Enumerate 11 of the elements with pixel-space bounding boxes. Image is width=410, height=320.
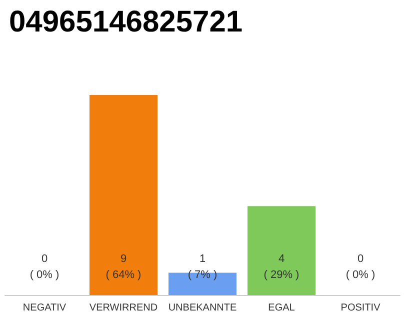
data-label: 4 ( 29% ) <box>264 253 300 281</box>
data-label: 9 ( 64% ) <box>106 253 142 281</box>
x-tick-label: EGAL <box>268 302 296 314</box>
data-label: 1 ( 7% ) <box>188 253 218 281</box>
x-tick-label: VERWIRREND <box>89 302 158 314</box>
chart-title: 04965146825721 <box>9 6 243 38</box>
x-tick-label: NEGATIV <box>22 302 66 314</box>
x-tick-label: POSITIV <box>340 302 381 314</box>
data-label: 0 ( 0% ) <box>346 253 376 281</box>
data-label: 0 ( 0% ) <box>30 253 60 281</box>
x-tick-label: UNBEKANNTE <box>168 302 237 314</box>
